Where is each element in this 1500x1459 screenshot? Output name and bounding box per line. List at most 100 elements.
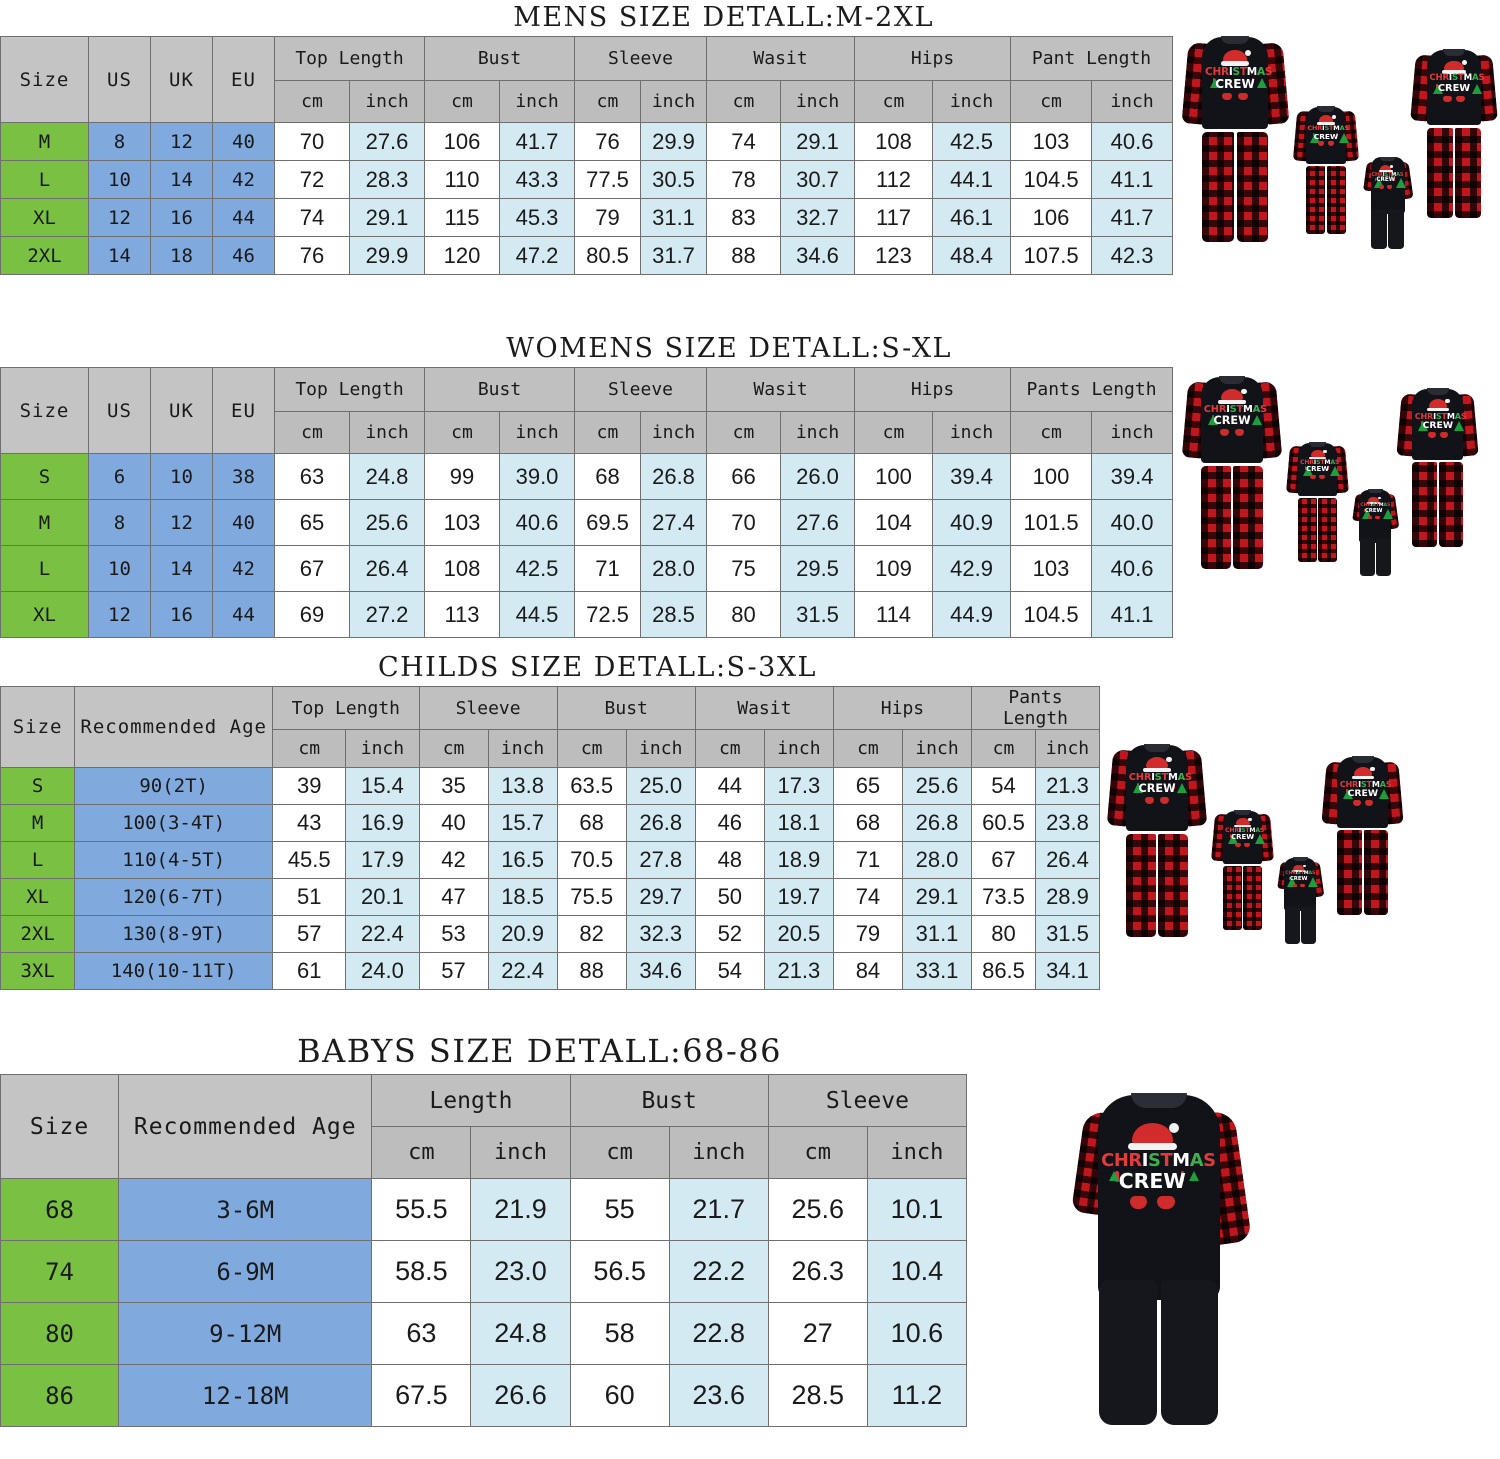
cell-cm: 68 bbox=[556, 804, 627, 842]
cell-uk: 12 bbox=[150, 122, 213, 161]
cell-cm: 106 bbox=[1010, 198, 1093, 237]
cell-inch: 28.3 bbox=[349, 160, 425, 199]
cell-cm: 55.5 bbox=[371, 1178, 472, 1241]
cell-cm: 65 bbox=[832, 767, 903, 805]
christmas-tree-icon bbox=[1395, 178, 1406, 189]
childs-size-table: Size Recommended Age Top Length Sleeve B… bbox=[0, 686, 1101, 990]
christmas-tree-icon bbox=[1109, 1171, 1120, 1182]
elf-boot-icon bbox=[1244, 842, 1251, 848]
cell-cm: 72 bbox=[274, 160, 350, 199]
cell-eu: 42 bbox=[212, 160, 275, 199]
neckline bbox=[1130, 1093, 1187, 1109]
santa-hat-pompom bbox=[1445, 398, 1450, 404]
cell-inch: 41.7 bbox=[498, 122, 576, 161]
cell-recommended-age: 130(8-9T) bbox=[74, 915, 274, 953]
table-row: S 6 10 38 63 24.8 99 39.0 68 26.8 66 26.0 100 39.4 100… bbox=[0, 453, 1174, 500]
graphic-text-crew: CREW bbox=[1306, 465, 1329, 474]
graphic-text-crew: CREW bbox=[1364, 508, 1383, 515]
cell-cm: 50 bbox=[694, 878, 765, 916]
mens-chart-title: MENS SIZE DETALL:M-2XL bbox=[513, 2, 934, 33]
graphic-text-christmas: CHRISTMAS bbox=[1429, 73, 1485, 84]
unit-inch: inch bbox=[668, 1126, 769, 1179]
womens-size-table: Size US UK EU Top Length Bust Sleeve Was… bbox=[0, 367, 1174, 638]
cell-eu: 40 bbox=[212, 122, 275, 161]
graphic-text-crew: CREW bbox=[1437, 82, 1471, 94]
cell-inch: 44.5 bbox=[498, 591, 576, 638]
cell-inch: 33.1 bbox=[901, 952, 973, 990]
neckline bbox=[1368, 489, 1383, 493]
cell-cm: 77.5 bbox=[574, 160, 642, 199]
cell-inch: 10.6 bbox=[866, 1302, 968, 1365]
graphic-print-group: CHRISTMAS CREW bbox=[1371, 163, 1406, 229]
right-pant-leg bbox=[1364, 830, 1389, 915]
graphic-print-group: CHRISTMAS CREW bbox=[1101, 1118, 1216, 1353]
graphic-print-group: CHRISTMAS CREW bbox=[1129, 754, 1192, 884]
cell-cm: 67 bbox=[274, 545, 350, 592]
cell-us: 14 bbox=[88, 236, 151, 275]
cell-inch: 31.5 bbox=[1034, 915, 1101, 953]
header-wasit: Wasit bbox=[694, 686, 834, 730]
cell-inch: 26.4 bbox=[349, 545, 425, 592]
cell-inch: 26.8 bbox=[640, 453, 708, 500]
cell-inch: 23.6 bbox=[668, 1364, 769, 1427]
elf-boot-icon bbox=[1159, 796, 1170, 805]
cell-inch: 45.3 bbox=[498, 198, 576, 237]
cell-cm: 88 bbox=[556, 952, 627, 990]
cell-recommended-age: 140(10-11T) bbox=[74, 952, 274, 990]
cell-cm: 35 bbox=[418, 767, 489, 805]
cell-cm: 28.5 bbox=[767, 1364, 868, 1427]
table-row: M 100(3-4T) 43 16.9 40 15.7 68 26.8 46 18.1 68 26.8… bbox=[0, 804, 1101, 842]
cell-inch: 32.7 bbox=[780, 198, 856, 237]
santa-hat-pompom bbox=[1390, 164, 1394, 168]
left-pant-leg bbox=[1298, 497, 1317, 562]
header-hips: Hips bbox=[854, 36, 1012, 81]
cell-inch: 26.8 bbox=[901, 804, 973, 842]
table-header-row: Size US UK EU Top Length Bust Sleeve Was… bbox=[0, 36, 1174, 123]
candy-cane-icon bbox=[1327, 466, 1329, 470]
table-unit-row: cm inch cm inch cm inch cm inch cm inch … bbox=[1, 80, 1174, 123]
cell-inch: 26.8 bbox=[625, 804, 696, 842]
neckline bbox=[1309, 441, 1326, 447]
cell-uk: 10 bbox=[150, 453, 213, 500]
unit-cm: cm bbox=[832, 729, 903, 768]
header-bust: Bust bbox=[423, 367, 576, 412]
christmas-tree-icon bbox=[1189, 1171, 1200, 1182]
unit-inch: inch bbox=[345, 729, 420, 768]
cell-inch: 22.4 bbox=[487, 952, 558, 990]
cell-recommended-age: 120(6-7T) bbox=[74, 878, 274, 916]
cell-cm: 80 bbox=[706, 591, 782, 638]
cell-cm: 52 bbox=[694, 915, 765, 953]
left-romper-leg bbox=[1370, 208, 1388, 249]
candy-cane-icon bbox=[1467, 83, 1470, 89]
cell-inch: 21.9 bbox=[470, 1178, 571, 1241]
unit-inch: inch bbox=[625, 729, 696, 768]
table-unit-row: cm inch cm inch cm inch cm inch cm inch … bbox=[1, 411, 1174, 454]
table-row: 2XL 14 18 46 76 29.9 120 47.2 80.5 31.7 88 34.6 123 4… bbox=[0, 236, 1174, 275]
candy-cane-icon bbox=[1247, 415, 1250, 422]
cell-cm: 63 bbox=[371, 1302, 472, 1365]
unit-cm: cm bbox=[424, 411, 500, 454]
cell-eu: 46 bbox=[212, 236, 275, 275]
cell-cm: 73.5 bbox=[971, 878, 1036, 916]
cell-recommended-age: 9-12M bbox=[118, 1302, 373, 1365]
right-romper-leg bbox=[1300, 905, 1316, 944]
cell-recommended-age: 6-9M bbox=[118, 1240, 373, 1303]
cell-us: 8 bbox=[88, 499, 151, 546]
elf-boot-icon bbox=[1443, 95, 1452, 102]
cell-cm: 99 bbox=[424, 453, 500, 500]
cell-inch: 23.8 bbox=[1034, 804, 1101, 842]
elf-boot-icon bbox=[1379, 185, 1385, 189]
graphic-text-crew: CREW bbox=[1213, 414, 1251, 428]
header-size: Size bbox=[0, 1074, 120, 1179]
right-pant-leg bbox=[1318, 497, 1337, 562]
header-us: US bbox=[88, 367, 151, 454]
elf-boot-icon bbox=[1374, 515, 1380, 520]
graphic-print-group: CHRISTMAS CREW bbox=[1307, 113, 1350, 199]
baby-romper: CHRISTMAS CREW bbox=[1352, 489, 1400, 576]
cell-size: 74 bbox=[0, 1240, 120, 1303]
adult-womens-pajama-set: CHRISTMAS CREW bbox=[1396, 387, 1480, 547]
cell-inch: 23.0 bbox=[470, 1240, 571, 1303]
table-row: M 8 12 40 70 27.6 106 41.7 76 29.9 74 29.1 108 42.5 10… bbox=[0, 122, 1174, 161]
header-top-length: Top Length bbox=[272, 686, 420, 730]
cell-cm: 108 bbox=[854, 122, 934, 161]
